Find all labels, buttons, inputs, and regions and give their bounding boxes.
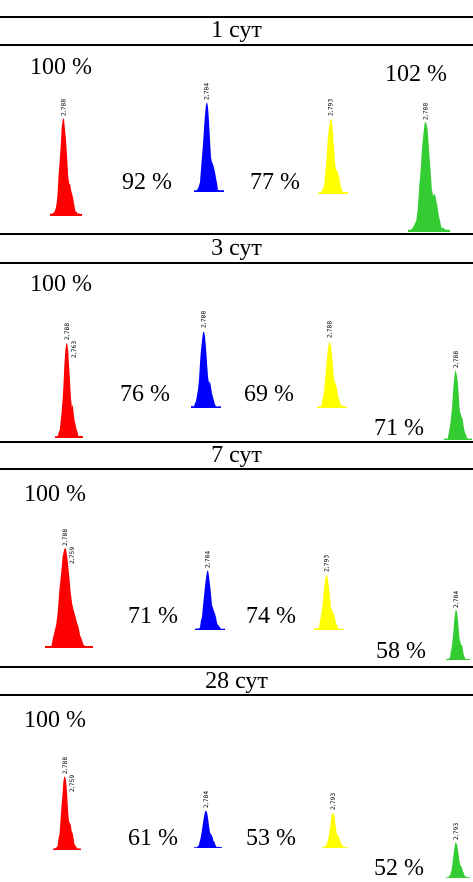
peak-shape — [408, 122, 450, 232]
separator-bottom-4 — [0, 694, 473, 696]
panel-3-yellow-percent: 74 % — [246, 603, 296, 629]
panel-header-7-day: 7 сут — [211, 442, 262, 468]
peak-value-label: 2,784 — [203, 791, 210, 808]
panel-1-green-percent: 102 % — [385, 61, 447, 87]
panel-header-28-day: 28 сут — [205, 668, 268, 694]
peak-blue-2: 2,788 — [191, 311, 221, 408]
peak-shape — [318, 118, 348, 194]
peak-shape — [446, 842, 470, 878]
peak-shape — [45, 548, 93, 648]
peak-value-label: 2,793 — [328, 99, 335, 116]
panel-2-yellow-percent: 69 % — [244, 381, 294, 407]
peak-value-label: 2,788 — [64, 323, 71, 340]
peak-shape — [55, 343, 83, 438]
peak-red-1: 2,788 — [50, 99, 82, 216]
peak-value-label: 2,793 — [330, 793, 337, 810]
peak-blue-1: 2,784 — [194, 83, 224, 192]
panel-1-blue-percent: 92 % — [122, 169, 172, 195]
peak-shape — [317, 342, 347, 408]
peak-value-label: 2,788 — [453, 351, 460, 368]
peak-shape — [191, 331, 221, 408]
panel-1-yellow-percent: 77 % — [250, 169, 300, 195]
peak-shape — [446, 610, 470, 660]
peak-value-label: 2,759 — [69, 547, 76, 564]
peak-shape — [194, 810, 222, 848]
peak-green-4: 2,793 — [446, 823, 470, 878]
panel-header-3-day: 3 сут — [211, 235, 262, 261]
panel-4-yellow-percent: 53 % — [246, 825, 296, 851]
peak-shape — [314, 574, 344, 630]
peak-green-3: 2,784 — [446, 591, 470, 660]
panel-4-blue-percent: 61 % — [128, 825, 178, 851]
peak-green-1: 2,788 — [408, 103, 450, 232]
peak-shape — [444, 370, 472, 440]
separator-bottom-3 — [0, 468, 473, 470]
panel-header-1-day: 1 сут — [211, 17, 262, 43]
peak-value-label: 2,793 — [324, 555, 331, 572]
separator-top-3 — [0, 441, 473, 443]
peak-yellow-4: 2,793 — [322, 793, 348, 848]
peak-blue-3: 2,784 — [195, 551, 225, 630]
peak-yellow-1: 2,793 — [318, 99, 348, 194]
peak-value-label: 2,788 — [423, 103, 430, 120]
panel-4-green-percent: 52 % — [374, 855, 424, 881]
peak-shape — [195, 570, 225, 630]
peak-value-label: 2,784 — [453, 591, 460, 608]
peak-value-label: 2,784 — [205, 551, 212, 568]
peak-value-label: 2,793 — [453, 823, 460, 840]
panel-2-green-percent: 71 % — [374, 415, 424, 441]
peak-shape — [50, 118, 82, 216]
separator-top-2 — [0, 233, 473, 235]
peak-shape — [53, 776, 81, 850]
peak-yellow-3: 2,793 — [314, 555, 344, 630]
peak-yellow-2: 2,788 — [317, 321, 347, 408]
peak-value-label: 2,759 — [69, 775, 76, 792]
panel-3-blue-percent: 71 % — [128, 603, 178, 629]
separator-top-4 — [0, 666, 473, 668]
separator-top-1 — [0, 16, 473, 18]
peak-value-label: 2,788 — [62, 757, 69, 774]
panel-2-blue-percent: 76 % — [120, 381, 170, 407]
separator-bottom-2 — [0, 262, 473, 264]
panel-1-red-percent: 100 % — [30, 54, 92, 80]
panel-4-red-percent: 100 % — [24, 707, 86, 733]
peak-shape — [194, 102, 224, 192]
peak-value-label: 2,788 — [201, 311, 208, 328]
panel-2-red-percent: 100 % — [30, 271, 92, 297]
peak-value-label: 2,788 — [62, 529, 69, 546]
panel-3-green-percent: 58 % — [376, 638, 426, 664]
peak-value-label: 2,784 — [204, 83, 211, 100]
peak-shape — [322, 813, 348, 848]
peak-blue-4: 2,784 — [194, 791, 222, 848]
panel-3-red-percent: 100 % — [24, 481, 86, 507]
peak-value-label: 2,788 — [327, 321, 334, 338]
peak-value-label: 2,788 — [60, 99, 67, 116]
peak-green-2: 2,788 — [444, 351, 472, 440]
peak-value-label: 2,763 — [71, 341, 78, 358]
separator-bottom-1 — [0, 44, 473, 46]
